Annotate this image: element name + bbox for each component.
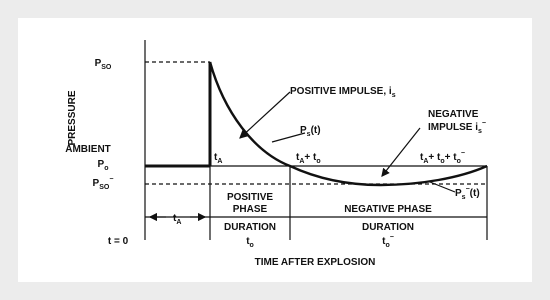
ps-neg-t-label: Ps−(t) [455,186,480,201]
p-so-label: PSO [95,58,112,71]
t-end-label: tA+ to+ to− [420,150,465,165]
label-text: DURATION [362,222,414,233]
label-text: t [246,236,250,247]
ps-t-label: Ps(t) [300,125,321,138]
subscript: o [104,165,108,172]
label-text: PHASE [233,204,268,215]
subscript: s [392,92,396,99]
to-neg-label: to− [382,234,394,249]
supscript: − [466,186,470,193]
positive-phase-2-label: PHASE [233,204,268,215]
p-so-neg-label: PSO− [93,176,114,191]
label-text: P [95,58,102,69]
label-text: TIME AFTER EXPLOSION [255,257,376,268]
axes [144,40,488,240]
supscript: − [390,234,394,241]
label-text: P [300,125,307,136]
positive-impulse-label: POSITIVE IMPULSE, is [290,86,396,99]
label-text: t = 0 [108,236,129,247]
subscript: A [423,158,428,165]
negative-phase-label: NEGATIVE PHASE [344,204,432,215]
p-o-label: Po [98,159,109,172]
negative-impulse-1-label: NEGATIVE [428,109,479,120]
subscript: s [462,194,466,201]
t-zero-label: t = 0 [108,236,129,247]
label-text: t [382,236,386,247]
subscript: s [478,128,482,135]
label-text: + t [304,152,317,163]
positive-phase-1-label: POSITIVE [227,192,273,203]
label-text: NEGATIVE [428,109,479,120]
supscript: − [482,120,486,127]
t-a-point-label: tA [214,152,222,165]
label-text: + t [428,152,441,163]
pressure-curve [208,61,488,187]
label-text: NEGATIVE PHASE [344,204,432,215]
supscript: − [109,176,113,183]
supscript: − [461,150,465,157]
subscript: o [250,242,254,249]
label-text: P [98,159,105,170]
label-text: AMBIENT [65,144,111,155]
x-axis-label: TIME AFTER EXPLOSION [255,257,376,268]
label-text: P [455,188,462,199]
t-a-duration-label: tA [173,213,181,226]
to-pos-label: to [246,236,254,249]
subscript: o [440,158,444,165]
label-text: t [296,152,300,163]
subscript: s [307,131,311,138]
pressure-label: PRESSURE [67,90,78,145]
ambient-label: AMBIENT [65,144,111,155]
subscript: A [217,158,222,165]
label-text: POSITIVE [227,192,273,203]
subscript: o [457,158,461,165]
duration-neg-label: DURATION [362,222,414,233]
label-text: POSITIVE IMPULSE, i [290,86,392,97]
label-text: PRESSURE [67,90,78,145]
subscript: A [176,219,181,226]
label-text: IMPULSE i [428,122,478,133]
label-text: + t [445,152,458,163]
subscript: SO [99,184,110,191]
subscript: SO [101,64,112,71]
label-text: (t) [470,188,480,199]
leaders [239,91,456,193]
subscript: A [299,158,304,165]
label-text: t [173,213,177,224]
duration-pos-label: DURATION [224,222,276,233]
label-text: t [420,152,424,163]
label-text: (t) [311,125,321,136]
label-text: P [93,178,100,189]
subscript: o [385,242,389,249]
t-a-plus-to-label: tA+ to [296,152,321,165]
label-text: t [214,152,218,163]
panel [18,18,532,282]
subscript: o [316,158,320,165]
label-text: DURATION [224,222,276,233]
negative-impulse-2-label: IMPULSE is− [428,120,486,135]
